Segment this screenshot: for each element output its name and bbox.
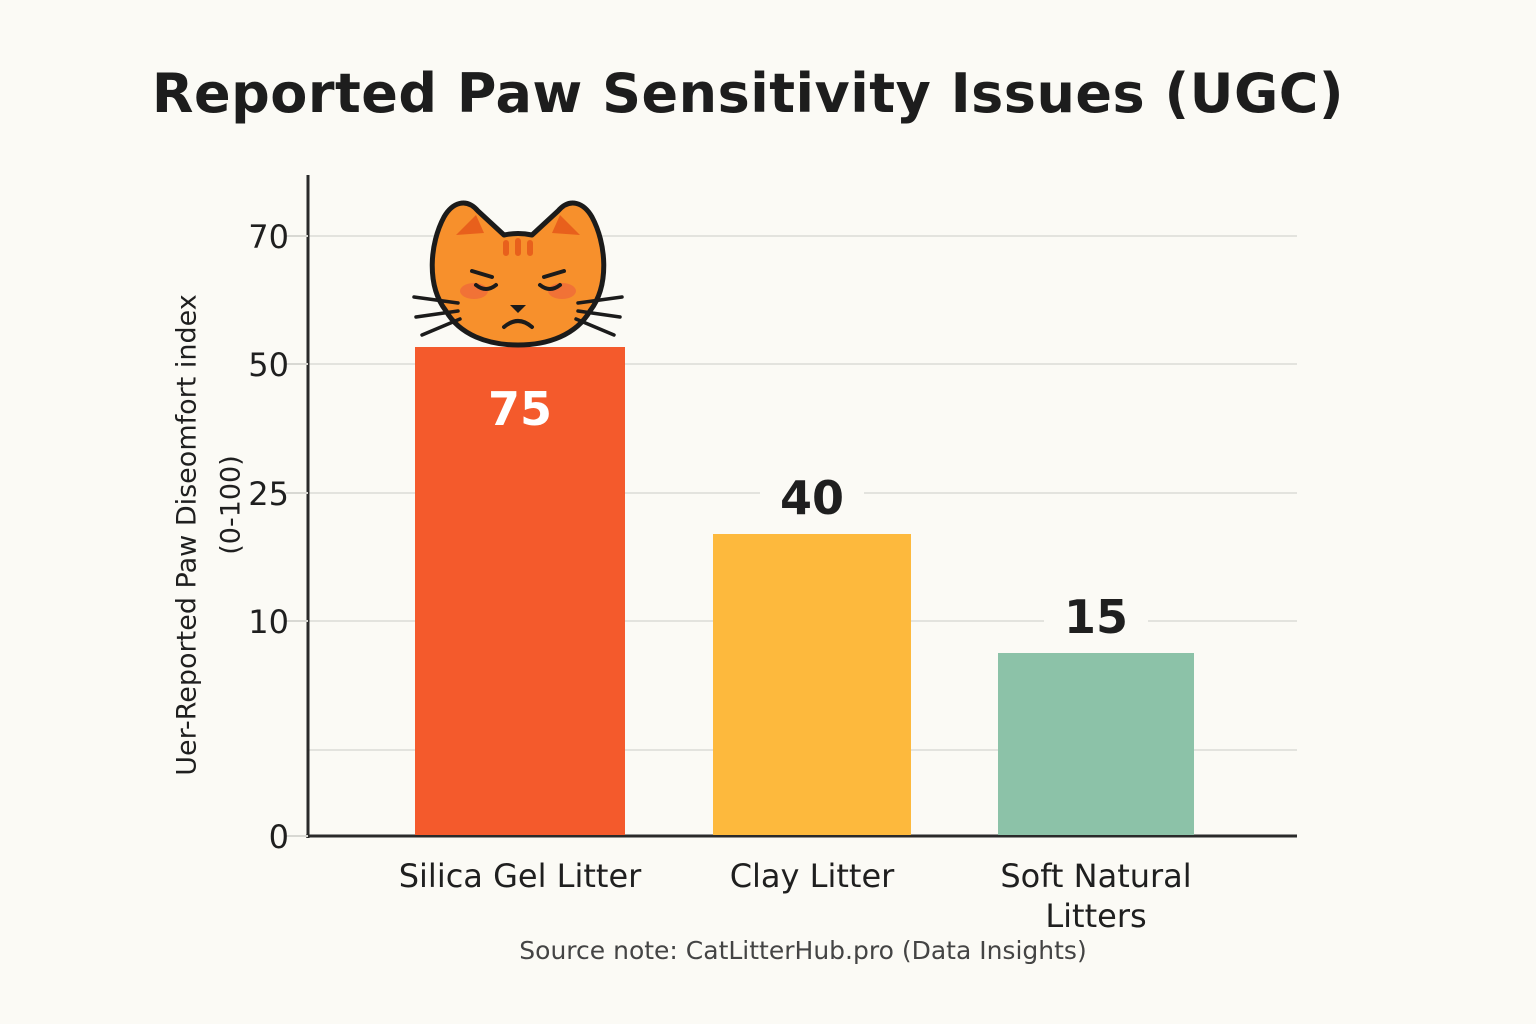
y-tick-label: 25 (248, 475, 289, 513)
x-tick-label: Silica Gel Litter (399, 857, 642, 895)
x-tick-label: Clay Litter (730, 857, 895, 895)
sad-cat-icon (412, 200, 624, 348)
data-label-backdrop (1044, 589, 1148, 647)
y-ticks: 70 50 25 10 0 (248, 218, 308, 856)
y-tick-label: 10 (248, 603, 289, 641)
data-label: 40 (780, 471, 844, 525)
bar (415, 347, 625, 835)
y-tick-label: 0 (269, 818, 289, 856)
y-tick-label: 70 (248, 218, 289, 256)
axes (306, 175, 1297, 838)
data-label-backdrop (760, 470, 864, 528)
x-tick-label: Litters (1045, 897, 1146, 935)
category-labels: Silica Gel Litter Clay Litter Soft Natural… (399, 857, 1192, 935)
x-tick-label: Soft Natural (1000, 857, 1191, 895)
bars (415, 347, 1194, 835)
bar (998, 653, 1194, 835)
chart-title: Reported Paw Sensitivity Issues (UGC) (151, 62, 1345, 125)
bar (713, 534, 911, 835)
data-label: 75 (488, 382, 552, 436)
y-tick-label: 50 (248, 346, 289, 384)
data-label: 15 (1064, 590, 1128, 644)
y-axis-label-line: Uer-Reported Paw Diseomfort index (171, 294, 202, 776)
y-axis-label-line: (0-100) (215, 455, 246, 555)
y-axis-label: Uer-Reported Paw Diseomfort index (0-100) (171, 294, 246, 776)
data-labels: 75 40 15 (488, 382, 1148, 647)
source-note: Source note: CatLitterHub.pro (Data Insi… (519, 936, 1087, 965)
